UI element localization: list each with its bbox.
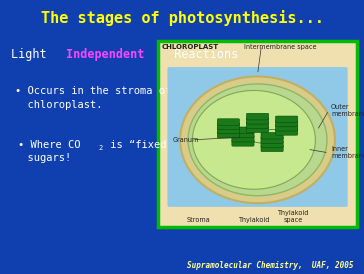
- FancyBboxPatch shape: [276, 124, 298, 131]
- Ellipse shape: [193, 90, 315, 189]
- FancyBboxPatch shape: [246, 118, 269, 124]
- Text: Stroma: Stroma: [186, 217, 210, 223]
- Text: Thylakoid: Thylakoid: [238, 217, 269, 223]
- Ellipse shape: [188, 84, 327, 196]
- FancyBboxPatch shape: [261, 141, 283, 147]
- FancyBboxPatch shape: [276, 129, 298, 135]
- FancyBboxPatch shape: [246, 113, 269, 120]
- Text: • Where CO: • Where CO: [18, 140, 81, 150]
- FancyBboxPatch shape: [217, 119, 240, 125]
- Text: Supramolecular Chemistry,  UAF, 2005: Supramolecular Chemistry, UAF, 2005: [187, 261, 353, 270]
- Text: Independent: Independent: [66, 48, 145, 61]
- FancyBboxPatch shape: [232, 139, 254, 146]
- FancyBboxPatch shape: [246, 122, 269, 128]
- FancyBboxPatch shape: [261, 132, 283, 139]
- Text: Outer
membrane: Outer membrane: [331, 104, 364, 116]
- Text: CHLOROPLAST: CHLOROPLAST: [162, 44, 219, 50]
- FancyBboxPatch shape: [261, 137, 283, 143]
- Text: Granum: Granum: [172, 137, 199, 143]
- Text: • Occurs in the stroma of the: • Occurs in the stroma of the: [15, 86, 196, 96]
- FancyBboxPatch shape: [232, 131, 254, 138]
- Text: The stages of photosynthesis...: The stages of photosynthesis...: [40, 10, 324, 26]
- Text: chloroplast.: chloroplast.: [15, 100, 102, 110]
- FancyBboxPatch shape: [158, 41, 357, 227]
- FancyBboxPatch shape: [217, 131, 240, 138]
- Text: 2: 2: [99, 145, 103, 151]
- FancyBboxPatch shape: [276, 120, 298, 127]
- Text: Light: Light: [11, 48, 54, 61]
- FancyBboxPatch shape: [217, 127, 240, 134]
- FancyBboxPatch shape: [167, 67, 348, 207]
- Text: Reactions: Reactions: [167, 48, 238, 61]
- FancyBboxPatch shape: [276, 116, 298, 122]
- FancyBboxPatch shape: [246, 126, 269, 132]
- Text: Thylakoid
space: Thylakoid space: [277, 210, 309, 223]
- Text: Inner
membrane: Inner membrane: [331, 146, 364, 159]
- FancyBboxPatch shape: [232, 127, 254, 133]
- FancyBboxPatch shape: [261, 145, 283, 152]
- FancyBboxPatch shape: [232, 135, 254, 142]
- FancyBboxPatch shape: [217, 123, 240, 130]
- Text: Intermembrane space: Intermembrane space: [244, 44, 316, 50]
- Text: is “fixed” into: is “fixed” into: [104, 140, 204, 150]
- Ellipse shape: [180, 76, 335, 203]
- Text: sugars!: sugars!: [15, 153, 71, 163]
